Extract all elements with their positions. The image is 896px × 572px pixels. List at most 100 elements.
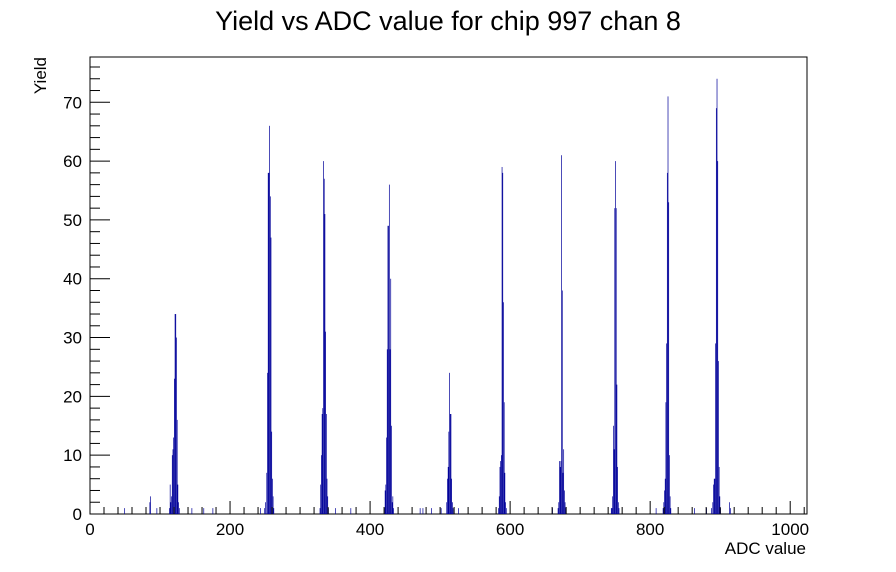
histogram-bar (169, 508, 170, 514)
histogram-bar (269, 196, 271, 514)
histogram-bar (390, 278, 392, 514)
histogram-bar (458, 508, 459, 514)
histogram-bar (729, 502, 730, 514)
x-tick-label: 400 (356, 520, 384, 539)
histogram-bar (718, 466, 720, 514)
histogram-bar (614, 208, 616, 514)
y-tick-label: 20 (63, 387, 82, 406)
histogram-bar (452, 508, 454, 514)
histogram-bar (320, 484, 322, 514)
histogram-bar (719, 496, 721, 514)
histogram-bar (272, 496, 274, 514)
histogram-bar (174, 378, 175, 514)
histogram-bar (387, 225, 389, 515)
histogram-bar (392, 496, 394, 514)
histogram-bar (662, 508, 664, 514)
y-tick-label: 40 (63, 270, 82, 289)
x-tick-label: 200 (216, 520, 244, 539)
histogram-bar (431, 508, 432, 514)
histogram-bar (694, 508, 695, 514)
histogram-bar (173, 437, 175, 514)
histogram-bar (384, 490, 386, 514)
histogram-bar (178, 508, 180, 514)
histogram-bar (500, 461, 502, 514)
histogram-bar (666, 343, 667, 514)
histogram-bar (388, 184, 390, 514)
histogram-bar (170, 502, 172, 514)
histogram-bar (322, 408, 324, 514)
histogram-bar (499, 466, 501, 514)
histogram-bar (388, 225, 389, 515)
histogram-bar (191, 508, 193, 514)
histogram-bar (269, 125, 270, 514)
histogram-bar (203, 508, 205, 514)
histogram-bar (503, 302, 504, 514)
x-axis-label: ADC value (725, 539, 806, 558)
y-tick-label: 10 (63, 446, 82, 465)
histogram-bar (613, 425, 614, 514)
histogram-bar (335, 508, 336, 514)
histogram-bar (714, 478, 716, 514)
histogram-bar (715, 343, 716, 514)
histogram-bar (321, 414, 323, 514)
x-axis: 0 200 400 600 800 1000 (85, 501, 809, 539)
histogram-bar (440, 508, 442, 514)
histogram-bar (618, 508, 620, 514)
histogram-bar (323, 178, 325, 514)
histogram-bar (177, 484, 179, 514)
histogram-bar (260, 508, 261, 514)
histogram-bar (419, 508, 421, 514)
histogram-bar (324, 214, 326, 515)
histogram-bar (668, 202, 670, 514)
histogram-bar (448, 431, 450, 514)
histogram-bar (615, 161, 616, 514)
histogram-bar (557, 508, 559, 514)
histogram-bar (561, 290, 563, 514)
histogram-bar (176, 337, 177, 514)
histogram-bar (150, 496, 151, 514)
x-tick-label: 0 (85, 520, 94, 539)
x-tick-label: 1000 (771, 520, 809, 539)
histogram-bar (665, 402, 667, 514)
histogram-bar (558, 502, 560, 514)
histogram-bar (325, 331, 326, 514)
chart-title: Yield vs ADC value for chip 997 chan 8 (215, 6, 681, 36)
histogram-bar (502, 172, 504, 514)
histogram-bar (264, 508, 266, 514)
histogram-bar (615, 208, 617, 514)
histogram-bar (272, 478, 273, 514)
histogram-bar (498, 508, 499, 514)
histogram-bar (323, 161, 324, 514)
histogram-bar (386, 349, 388, 514)
histogram-bar (385, 484, 387, 514)
histogram-bar (446, 502, 448, 514)
histogram-bar (560, 461, 562, 514)
histogram-bar (716, 78, 718, 514)
histogram-bar (505, 508, 507, 514)
histogram-bar (447, 466, 449, 514)
histogram-bar (715, 108, 717, 515)
histogram-bar (326, 478, 328, 514)
y-axis: 0 10 20 30 40 50 60 70 (63, 66, 110, 524)
histogram-bar (124, 508, 126, 514)
histogram-bar (501, 455, 502, 514)
histogram-bar (271, 431, 273, 514)
histogram-bar (174, 314, 176, 514)
histogram-bar (664, 478, 666, 514)
histogram-bar (503, 402, 505, 514)
histogram-bar (265, 502, 266, 514)
histogram-bar (267, 172, 269, 514)
histogram-bar (655, 508, 657, 514)
histogram-bar (178, 502, 179, 514)
histogram-bar (266, 472, 268, 514)
x-tick-label: 800 (636, 520, 664, 539)
histogram-bar (321, 455, 322, 514)
histogram-bar (711, 508, 712, 514)
histogram-bar (563, 449, 565, 514)
histogram-bar (561, 155, 562, 514)
histogram-bar (449, 372, 450, 514)
histogram-bar (610, 508, 612, 514)
histogram-bar (712, 502, 714, 514)
histogram-bar (562, 472, 564, 514)
histogram-bars (124, 78, 731, 515)
